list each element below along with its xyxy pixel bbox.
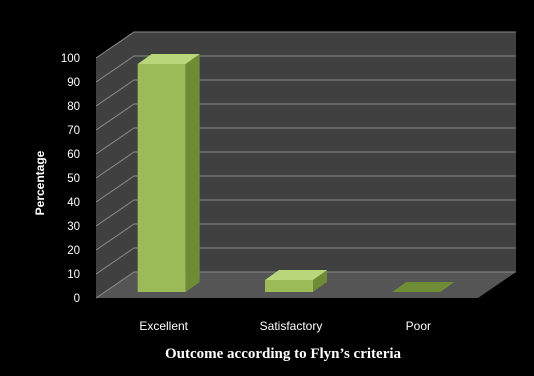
bar-front bbox=[265, 280, 313, 292]
gridline bbox=[95, 151, 516, 179]
bar-top bbox=[265, 270, 327, 280]
x-category-label: Poor bbox=[406, 319, 431, 333]
bar-satisfactory bbox=[265, 270, 327, 292]
gridline bbox=[95, 55, 516, 83]
gridline bbox=[95, 199, 516, 227]
y-tick-label: 50 bbox=[67, 173, 80, 185]
bars bbox=[137, 54, 455, 293]
x-axis-title: Outcome according to Flyn’s criteria bbox=[165, 346, 402, 362]
bar-top bbox=[137, 54, 200, 64]
y-tick-label: 10 bbox=[67, 269, 80, 281]
gridline bbox=[95, 79, 516, 107]
y-tick-label: 20 bbox=[67, 245, 80, 257]
gridline bbox=[95, 127, 516, 155]
y-tick-label: 90 bbox=[67, 77, 80, 89]
bar-excellent bbox=[137, 54, 200, 292]
gridline bbox=[95, 247, 516, 275]
gridline bbox=[95, 271, 516, 299]
gridlines bbox=[95, 31, 516, 299]
bar-poor bbox=[392, 282, 455, 293]
gridline bbox=[95, 31, 516, 59]
y-axis-ticks: 0 10 20 30 40 50 60 70 80 90 100 bbox=[61, 53, 80, 305]
y-tick-label: 100 bbox=[61, 53, 80, 65]
gridline bbox=[95, 175, 516, 203]
gridline bbox=[95, 103, 516, 131]
y-tick-label: 0 bbox=[74, 293, 80, 305]
x-category-label: Satisfactory bbox=[260, 319, 323, 333]
x-axis-categories: Excellent Satisfactory Poor bbox=[139, 319, 431, 333]
y-tick-label: 30 bbox=[67, 221, 80, 233]
y-tick-label: 40 bbox=[67, 197, 80, 209]
y-tick-label: 60 bbox=[67, 149, 80, 161]
x-category-label: Excellent bbox=[139, 319, 188, 333]
bar-side bbox=[313, 270, 327, 292]
bar-front bbox=[137, 64, 186, 292]
y-axis-title: Percentage bbox=[33, 150, 47, 215]
y-tick-label: 80 bbox=[67, 101, 80, 113]
bar-top bbox=[392, 282, 455, 292]
gridline bbox=[95, 223, 516, 251]
bar-side bbox=[185, 54, 200, 292]
y-tick-label: 70 bbox=[67, 125, 80, 137]
